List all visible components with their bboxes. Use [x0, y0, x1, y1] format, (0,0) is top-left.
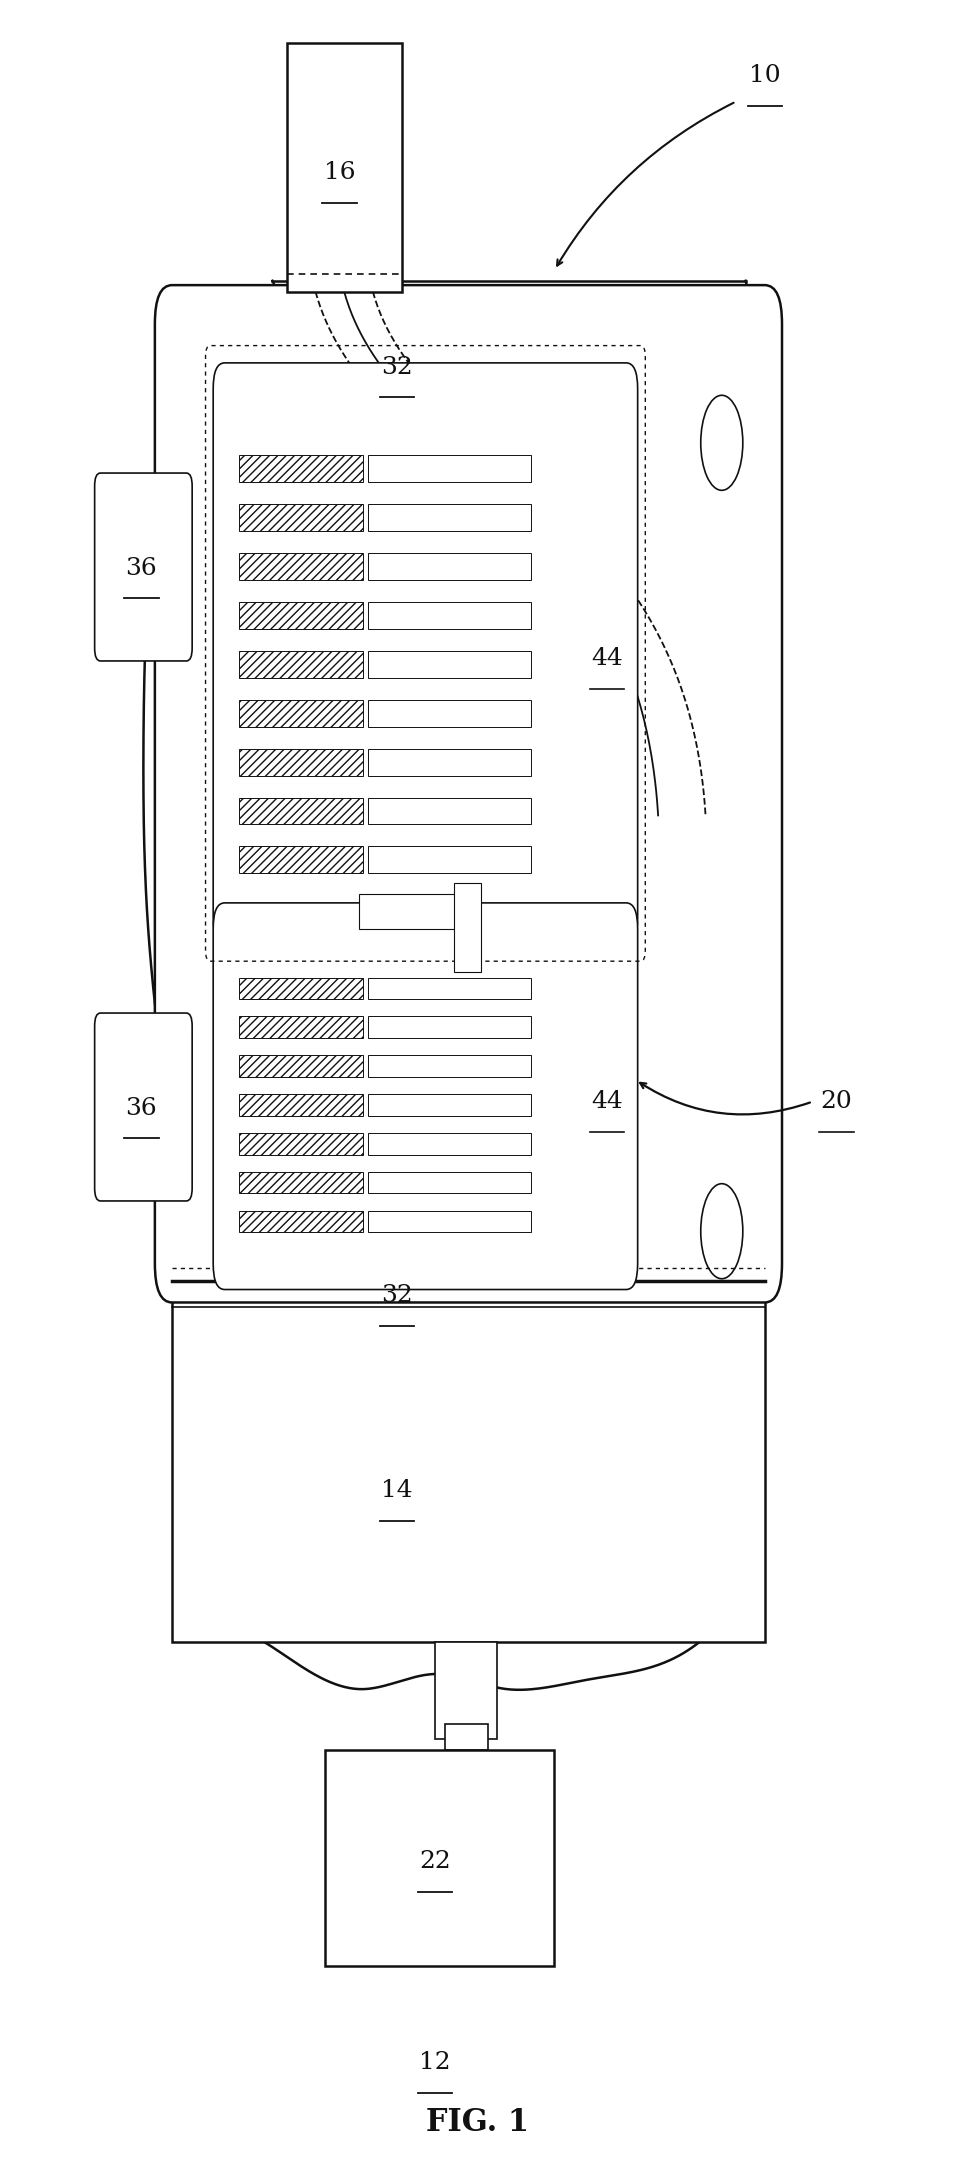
Text: 32: 32	[380, 1285, 413, 1307]
Bar	[368, 1095, 531, 1115]
Bar	[239, 503, 363, 531]
FancyBboxPatch shape	[213, 363, 638, 944]
Bar	[239, 1056, 363, 1078]
Bar	[239, 603, 363, 629]
Bar	[239, 1134, 363, 1153]
Bar	[239, 1173, 363, 1192]
Bar	[239, 456, 363, 482]
Bar	[368, 650, 531, 678]
Text: 36: 36	[125, 1097, 158, 1119]
Text: 20: 20	[820, 1091, 853, 1112]
Bar	[368, 1173, 531, 1192]
FancyBboxPatch shape	[213, 903, 638, 1290]
Bar	[239, 553, 363, 581]
FancyBboxPatch shape	[95, 473, 192, 661]
Bar	[239, 750, 363, 775]
Bar	[239, 847, 363, 873]
Bar	[454, 883, 481, 972]
Text: 10: 10	[749, 65, 781, 86]
Bar	[287, 43, 402, 292]
Text: 44: 44	[591, 1091, 623, 1112]
Bar	[368, 750, 531, 775]
Bar	[368, 847, 531, 873]
Text: 32: 32	[380, 356, 413, 378]
Bar	[325, 1750, 554, 1966]
Bar	[368, 553, 531, 581]
Bar	[239, 978, 363, 1000]
Bar	[368, 1017, 531, 1039]
Bar	[368, 503, 531, 531]
Bar	[368, 603, 531, 629]
Bar	[445, 1724, 488, 1750]
Bar	[368, 1134, 531, 1153]
Bar	[368, 1056, 531, 1078]
Bar	[239, 700, 363, 726]
Bar	[435, 1642, 497, 1739]
Bar	[358, 894, 473, 929]
Text: 14: 14	[380, 1480, 413, 1501]
Text: 44: 44	[591, 648, 623, 670]
FancyBboxPatch shape	[95, 1013, 192, 1201]
Text: 36: 36	[125, 557, 158, 579]
Bar	[239, 650, 363, 678]
Text: 16: 16	[323, 162, 356, 184]
Bar	[368, 797, 531, 825]
Bar	[239, 1095, 363, 1115]
Bar	[172, 313, 765, 1642]
Bar	[368, 700, 531, 726]
Text: 22: 22	[419, 1851, 451, 1873]
Bar	[368, 1212, 531, 1231]
Text: FIG. 1: FIG. 1	[426, 2108, 530, 2138]
Bar	[239, 1017, 363, 1039]
FancyBboxPatch shape	[155, 285, 782, 1302]
Bar	[368, 978, 531, 1000]
Text: 12: 12	[419, 2052, 451, 2074]
Bar	[368, 456, 531, 482]
Bar	[239, 797, 363, 825]
Bar	[239, 1212, 363, 1231]
